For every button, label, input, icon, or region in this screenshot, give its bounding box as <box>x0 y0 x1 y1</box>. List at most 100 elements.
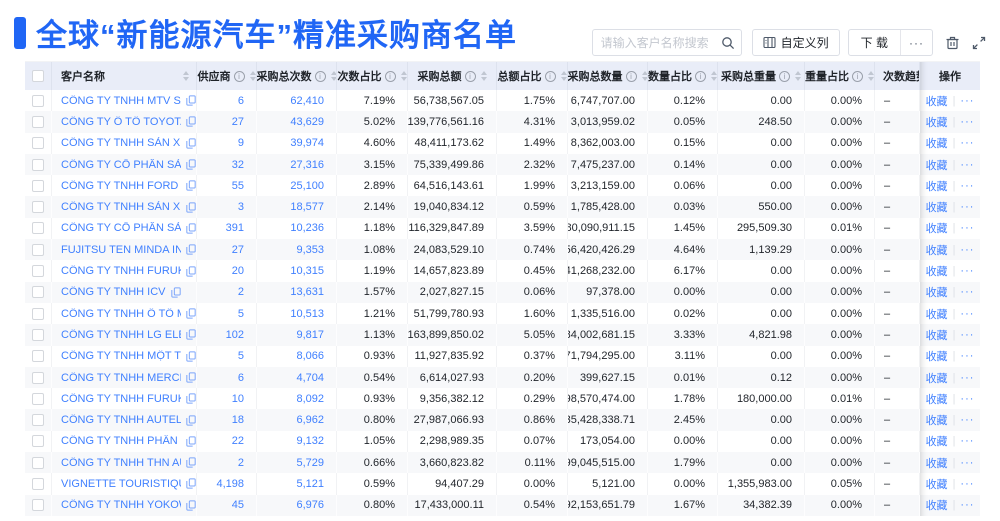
copy-icon[interactable] <box>186 415 196 426</box>
favorite-button[interactable]: 收藏 <box>925 95 948 108</box>
copy-icon[interactable] <box>186 180 196 191</box>
row-select-cell[interactable] <box>25 239 52 261</box>
copy-icon[interactable] <box>186 372 196 383</box>
row-select-cell[interactable] <box>25 175 52 197</box>
row-checkbox[interactable] <box>32 158 44 171</box>
search-icon[interactable] <box>721 36 735 50</box>
customer-name-cell[interactable]: CÔNG TY TNHH YOKOWO VIỆT... <box>52 494 197 516</box>
row-checkbox[interactable] <box>32 414 44 427</box>
row-checkbox[interactable] <box>32 477 44 490</box>
table-row[interactable]: CÔNG TY CỔ PHẦN SẢN XUẤT... 32 27,316 3.… <box>25 153 980 176</box>
row-checkbox[interactable] <box>32 350 44 363</box>
copy-icon[interactable] <box>186 159 196 170</box>
row-checkbox[interactable] <box>32 499 44 512</box>
customer-name-cell[interactable]: CÔNG TY TNHH THN AUTOPAR... <box>52 452 197 474</box>
row-select-cell[interactable] <box>25 260 52 282</box>
customer-name-link[interactable]: CÔNG TY TNHH MERCEDES-B... <box>61 371 181 384</box>
table-row[interactable]: CÔNG TY TNHH THN AUTOPAR... 2 5,729 0.66… <box>25 452 980 474</box>
download-more-button[interactable]: ··· <box>900 30 932 55</box>
table-row[interactable]: CÔNG TY TNHH FORD VIỆT NAM 55 25,100 2.8… <box>25 175 980 197</box>
row-more-button[interactable]: ··· <box>960 499 975 512</box>
row-select-cell[interactable] <box>25 324 52 346</box>
row-select-cell[interactable] <box>25 111 52 133</box>
table-row[interactable]: VIGNETTE TOURISTIQUE G UNI... 4,198 5,12… <box>25 473 980 495</box>
customer-name-link[interactable]: CÔNG TY TNHH YOKOWO VIỆT... <box>61 499 181 512</box>
row-select-cell[interactable] <box>25 217 52 240</box>
column-header-purchase-count[interactable]: 采购总次数 i <box>257 62 337 90</box>
copy-icon[interactable] <box>186 457 196 468</box>
customer-name-link[interactable]: CÔNG TY TNHH THN AUTOPAR... <box>61 456 181 469</box>
favorite-button[interactable]: 收藏 <box>925 457 948 470</box>
table-row[interactable]: CÔNG TY TNHH ICV 2 13,631 1.57% 2,027,82… <box>25 281 980 303</box>
sort-icon[interactable] <box>560 71 567 81</box>
row-more-button[interactable]: ··· <box>960 456 975 469</box>
customer-name-cell[interactable]: CÔNG TY TNHH LG ELECTRON... <box>52 324 197 346</box>
info-icon[interactable]: i <box>464 70 476 82</box>
customer-name-cell[interactable]: CÔNG TY TNHH FURUKAWA A... <box>52 260 197 282</box>
customer-name-link[interactable]: CÔNG TY TNHH Ô TÔ MITSUBI... <box>61 307 181 320</box>
select-all-cell[interactable] <box>25 62 52 90</box>
table-row[interactable]: CÔNG TY TNHH AUTEL VIỆT N... 18 6,962 0.… <box>25 409 980 431</box>
copy-icon[interactable] <box>186 244 196 255</box>
favorite-button[interactable]: 收藏 <box>925 266 948 279</box>
favorite-button[interactable]: 收藏 <box>925 372 948 385</box>
favorite-button[interactable]: 收藏 <box>925 351 948 364</box>
row-checkbox[interactable] <box>32 371 44 384</box>
column-header-count-trend[interactable]: 次数趋势 <box>875 62 920 90</box>
info-icon[interactable]: i <box>233 70 245 82</box>
favorite-button[interactable]: 收藏 <box>925 223 948 236</box>
row-more-button[interactable]: ··· <box>960 94 975 107</box>
customer-name-link[interactable]: CÔNG TY TNHH FORD VIỆT NAM <box>61 179 181 192</box>
favorite-button[interactable]: 收藏 <box>925 500 948 513</box>
copy-icon[interactable] <box>170 287 181 298</box>
favorite-button[interactable]: 收藏 <box>925 393 948 406</box>
table-row[interactable]: CÔNG TY TNHH PHÂN PHỐI T... 22 9,132 1.0… <box>25 430 980 453</box>
row-more-button[interactable]: ··· <box>960 477 975 490</box>
customer-name-cell[interactable]: CÔNG TY TNHH MỘT THÀNH V... <box>52 345 197 367</box>
favorite-button[interactable]: 收藏 <box>925 308 948 321</box>
table-row[interactable]: CÔNG TY TNHH FURUKAWA A... 20 10,315 1.1… <box>25 260 980 282</box>
row-more-button[interactable]: ··· <box>960 392 975 405</box>
row-checkbox[interactable] <box>32 222 44 235</box>
copy-icon[interactable] <box>186 223 196 234</box>
customer-name-cell[interactable]: VIGNETTE TOURISTIQUE G UNI... <box>52 473 197 495</box>
customer-name-link[interactable]: CÔNG TY Ô TÔ TOYOTA VIỆT ... <box>61 115 181 128</box>
search-box[interactable] <box>591 29 742 56</box>
favorite-button[interactable]: 收藏 <box>925 202 948 215</box>
customer-name-link[interactable]: CÔNG TY TNHH SẢN XUẤT VÀ ... <box>61 137 181 150</box>
favorite-button[interactable]: 收藏 <box>925 436 948 449</box>
row-more-button[interactable]: ··· <box>960 286 975 299</box>
favorite-button[interactable]: 收藏 <box>925 478 948 491</box>
customer-name-cell[interactable]: CÔNG TY TNHH MTV SẢN XUẤ... <box>52 90 197 112</box>
favorite-button[interactable]: 收藏 <box>925 415 948 428</box>
row-checkbox[interactable] <box>32 307 44 320</box>
customer-name-cell[interactable]: CÔNG TY TNHH SẢN XUẤT VÀ ... <box>52 132 197 154</box>
row-select-cell[interactable] <box>25 153 52 176</box>
row-checkbox[interactable] <box>32 286 44 299</box>
row-checkbox[interactable] <box>32 94 44 107</box>
info-icon[interactable]: i <box>695 70 706 82</box>
row-select-cell[interactable] <box>25 132 52 154</box>
row-checkbox[interactable] <box>32 201 44 214</box>
table-row[interactable]: CÔNG TY TNHH FURUKAWA A... 10 8,092 0.93… <box>25 388 980 410</box>
customer-name-cell[interactable]: CÔNG TY TNHH Ô TÔ MITSUBI... <box>52 302 197 325</box>
table-row[interactable]: CÔNG TY TNHH SẢN XUẤT VÀ ... 9 39,974 4.… <box>25 132 980 154</box>
customer-name-cell[interactable]: CÔNG TY TNHH FURUKAWA A... <box>52 388 197 410</box>
copy-icon[interactable] <box>186 202 196 213</box>
row-more-button[interactable]: ··· <box>960 435 975 448</box>
table-row[interactable]: FUJITSU TEN MINDA INDIA PVT... 27 9,353 … <box>25 239 980 261</box>
copy-icon[interactable] <box>186 436 196 447</box>
row-checkbox[interactable] <box>32 179 44 192</box>
sort-icon[interactable] <box>400 71 407 81</box>
row-select-cell[interactable] <box>25 196 52 218</box>
fullscreen-icon[interactable] <box>972 36 986 50</box>
customer-name-link[interactable]: CÔNG TY TNHH LG ELECTRON... <box>61 328 181 341</box>
row-checkbox[interactable] <box>32 456 44 469</box>
customer-name-cell[interactable]: CÔNG TY TNHH FORD VIỆT NAM <box>52 175 197 197</box>
row-checkbox[interactable] <box>32 137 44 150</box>
row-checkbox[interactable] <box>32 265 44 278</box>
column-header-total-quantity[interactable]: 采购总数量 i <box>568 62 648 90</box>
select-all-checkbox[interactable] <box>32 70 44 82</box>
customer-name-cell[interactable]: CÔNG TY TNHH MERCEDES-B... <box>52 366 197 389</box>
column-header-count-pct[interactable]: 次数占比 i <box>337 62 408 90</box>
